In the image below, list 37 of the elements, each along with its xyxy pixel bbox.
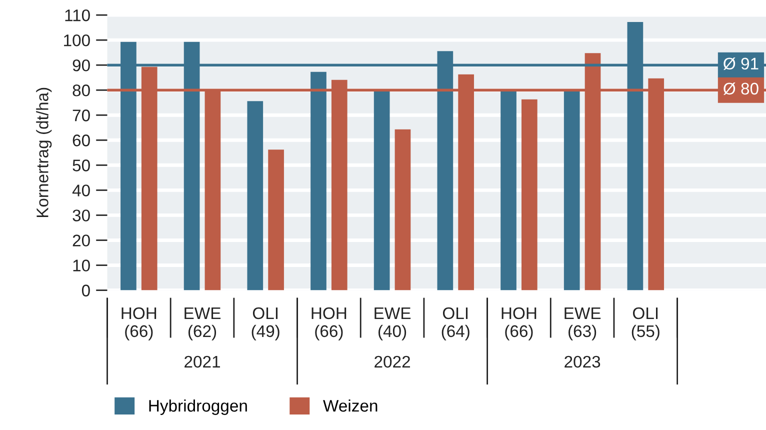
x-tick-label: HOH (66)	[312, 307, 346, 340]
y-tick-label: 30	[72, 210, 90, 222]
y-tick-label: 70	[72, 110, 90, 122]
bar	[394, 129, 411, 290]
y-tick-label: 100	[64, 34, 90, 46]
x-tick-label: HOH (66)	[502, 307, 536, 340]
x-tick-label: HOH (66)	[122, 307, 156, 340]
y-tick-label: 0	[82, 284, 90, 296]
bar	[374, 90, 390, 290]
ref-line-label: Ø 80	[724, 82, 758, 95]
text: 2023	[564, 356, 600, 368]
y-tick-label: 40	[72, 184, 90, 196]
bar	[247, 101, 264, 290]
bar	[522, 99, 538, 290]
bar	[500, 90, 516, 290]
ref-line-label: Ø 91	[724, 57, 758, 70]
y-tick-label: 60	[72, 134, 90, 146]
y-tick-label: 50	[72, 160, 90, 172]
y-tick-label: 20	[72, 234, 90, 246]
x-tick-label: EWE (62)	[184, 308, 221, 340]
x-tick-label: OLI (64)	[442, 307, 470, 340]
bar	[564, 90, 580, 290]
x-tick-label: EWE (40)	[374, 308, 411, 340]
text: 2022	[374, 356, 410, 368]
x-tick-label: OLI (55)	[632, 307, 660, 340]
legend-label: Hybridroggen	[149, 399, 247, 415]
bar	[268, 150, 284, 290]
y-tick-label: 80	[72, 84, 90, 96]
y-tick-label: 90	[72, 59, 90, 72]
y-tick-label: 110	[65, 9, 90, 22]
text: 2021	[184, 356, 220, 368]
y-tick-label: 10	[73, 260, 90, 272]
x-tick-label: EWE (63)	[564, 308, 601, 340]
legend-label: Weizen	[323, 399, 378, 412]
x-tick-label: OLI (49)	[252, 307, 280, 340]
y-axis-title: Kornertrag (dt/ha)	[36, 88, 52, 218]
bar	[310, 72, 326, 290]
